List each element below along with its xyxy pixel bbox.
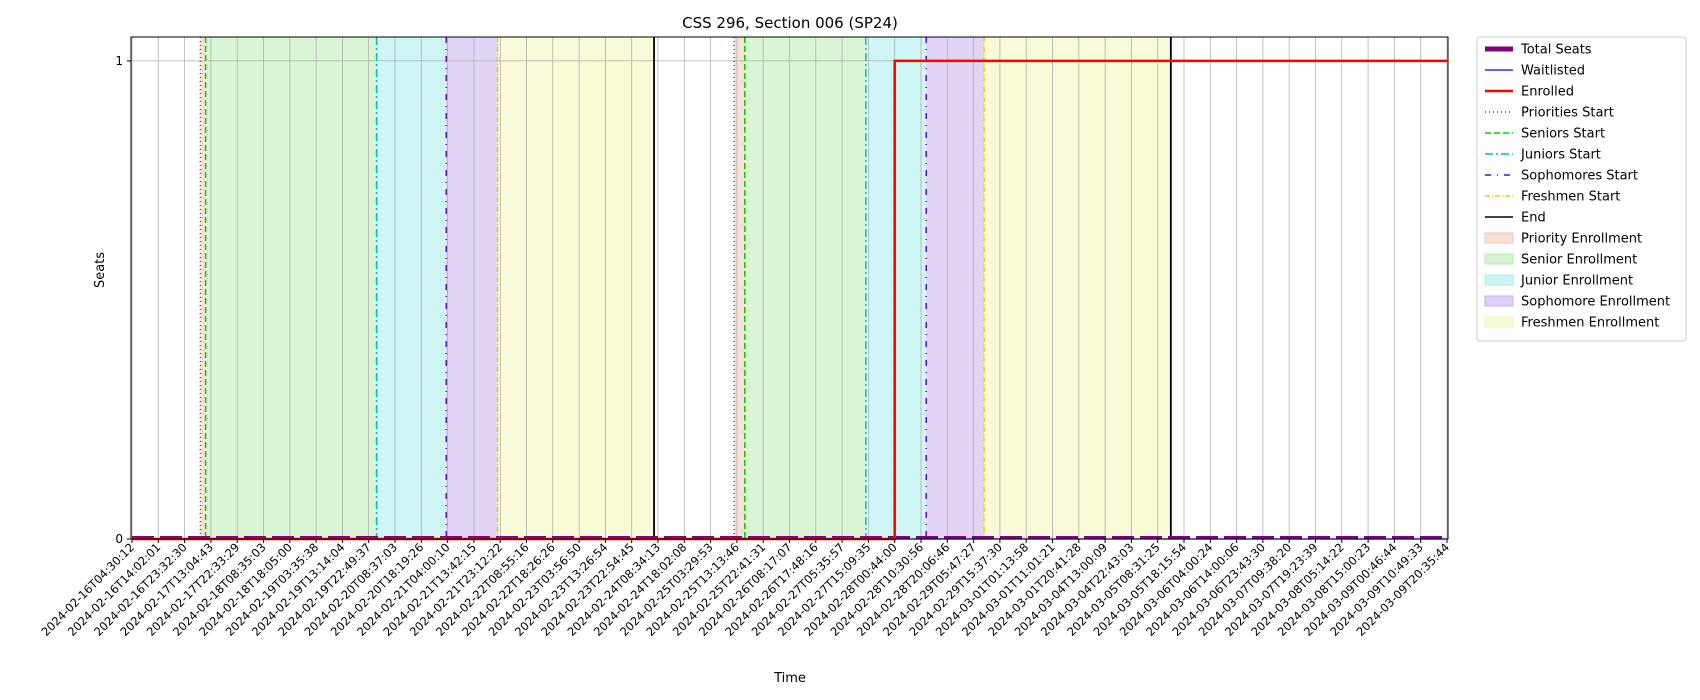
- enrollment-bands: [200, 37, 1171, 539]
- y-tick-label: 0: [115, 532, 123, 546]
- legend-swatch: [1484, 316, 1514, 328]
- band-junior-enrollment: [865, 37, 927, 539]
- legend: Total Seats Waitlisted Enrolled Priorities …: [1476, 36, 1687, 342]
- y-axis-label: Seats: [93, 252, 108, 288]
- legend-label: Waitlisted: [1521, 64, 1585, 79]
- legend-label: Juniors Start: [1520, 148, 1601, 163]
- legend-label: Junior Enrollment: [1520, 274, 1633, 289]
- band-freshmen-enrollment: [984, 37, 1171, 539]
- band-senior-enrollment: [744, 37, 866, 539]
- legend-label: Sophomores Start: [1521, 169, 1638, 184]
- legend-swatch: [1484, 295, 1514, 307]
- legend-label: Freshmen Start: [1521, 190, 1620, 205]
- phase-markers: [199, 37, 1172, 539]
- legend-label: Sophomore Enrollment: [1521, 295, 1670, 310]
- legend-label: End: [1521, 211, 1546, 226]
- band-sophomore-enrollment: [446, 37, 498, 539]
- legend-swatch: [1484, 232, 1514, 244]
- legend-swatch: [1484, 253, 1514, 265]
- band-junior-enrollment: [376, 37, 447, 539]
- band-sophomore-enrollment: [926, 37, 985, 539]
- legend-label: Priorities Start: [1521, 106, 1614, 121]
- y-axis-ticks: 01: [115, 54, 131, 546]
- legend-label: Total Seats: [1520, 43, 1592, 58]
- legend-box: [1476, 36, 1687, 342]
- legend-label: Seniors Start: [1521, 127, 1605, 142]
- legend-swatch: [1484, 274, 1514, 286]
- band-freshmen-enrollment: [497, 37, 655, 539]
- legend-label: Priority Enrollment: [1521, 232, 1642, 247]
- band-senior-enrollment: [205, 37, 377, 539]
- x-axis-label: Time: [773, 671, 806, 686]
- y-tick-label: 1: [115, 54, 123, 68]
- chart-title: CSS 296, Section 006 (SP24): [682, 14, 898, 32]
- legend-label: Senior Enrollment: [1521, 253, 1637, 268]
- x-axis-ticks: 2024-02-16T04:30:122024-02-16T14:02:0120…: [38, 539, 1452, 639]
- legend-label: Enrolled: [1521, 85, 1574, 100]
- grid-lines: [131, 37, 1448, 540]
- band-priority-enrollment: [200, 37, 206, 539]
- legend-label: Freshmen Enrollment: [1521, 316, 1659, 331]
- band-priority-enrollment: [734, 37, 745, 539]
